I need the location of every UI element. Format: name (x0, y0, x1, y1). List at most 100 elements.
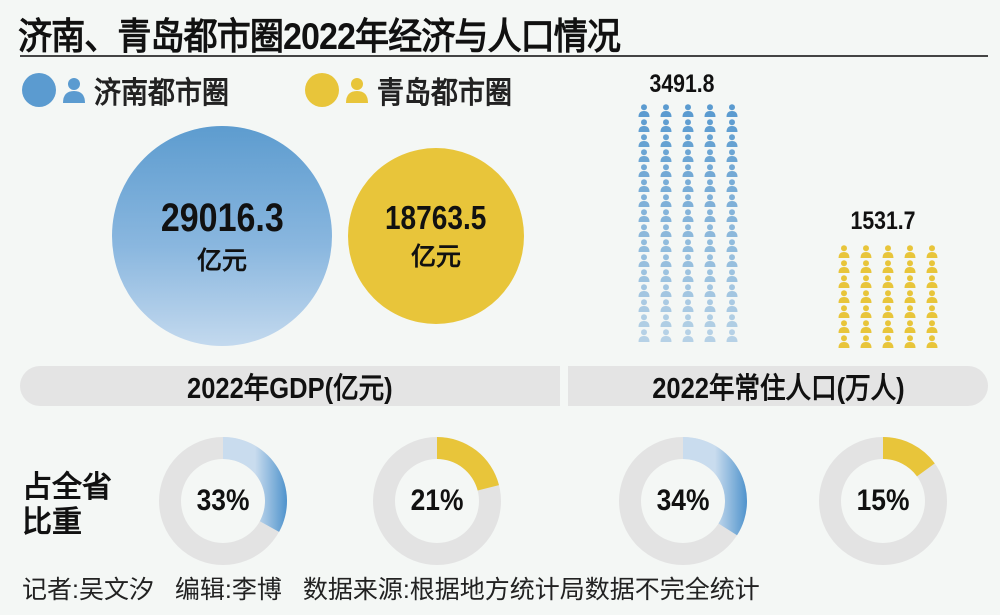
person-icon (682, 119, 694, 132)
person-icon (346, 78, 368, 103)
population-pictogram-jinan (635, 103, 745, 348)
person-icon (682, 194, 694, 207)
person-icon (860, 320, 872, 333)
person-icon (860, 290, 872, 303)
gdp-bubble-jinan: 29016.3 亿元 (112, 126, 332, 346)
gdp-unit: 亿元 (410, 243, 461, 271)
gdp-section-title: 2022年GDP(亿元) (187, 373, 393, 405)
person-icon (726, 269, 738, 282)
share-label-line2: 比重 (22, 506, 82, 539)
person-icon (638, 284, 650, 297)
person-icon (682, 299, 694, 312)
person-icon (838, 335, 850, 348)
share-label: 占全省 比重 (22, 470, 112, 540)
person-icon (682, 209, 694, 222)
population-section-label: 2022年常住人口(万人) (568, 366, 988, 406)
person-icon (682, 179, 694, 192)
person-icon (904, 305, 916, 318)
donut-percent: 33% (196, 484, 250, 517)
person-icon (726, 284, 738, 297)
person-icon (882, 305, 894, 318)
person-icon (638, 329, 650, 342)
donut-percent: 21% (410, 484, 464, 517)
person-icon (904, 320, 916, 333)
population-section-title: 2022年常住人口(万人) (651, 373, 905, 405)
person-icon (726, 224, 738, 237)
person-icon (838, 275, 850, 288)
donut-percent: 34% (656, 484, 710, 517)
person-icon (704, 134, 716, 147)
legend-dot-icon (305, 73, 339, 107)
donut-segment (437, 437, 499, 491)
person-icon (660, 119, 672, 132)
person-icon (638, 299, 650, 312)
person-icon (882, 275, 894, 288)
person-icon (682, 239, 694, 252)
person-icon (726, 239, 738, 252)
person-icon (926, 245, 938, 258)
person-icon (638, 104, 650, 117)
person-icon (860, 245, 872, 258)
person-icon (726, 104, 738, 117)
gdp-bubble-qingdao: 18763.5 亿元 (348, 148, 524, 324)
person-icon (726, 164, 738, 177)
person-icon (904, 335, 916, 348)
person-icon (682, 254, 694, 267)
person-icon (638, 149, 650, 162)
person-icon (660, 314, 672, 327)
person-icon (926, 275, 938, 288)
person-icon (838, 260, 850, 273)
person-icon (638, 239, 650, 252)
person-icon (704, 194, 716, 207)
gdp-unit: 亿元 (196, 246, 247, 275)
person-icon (904, 290, 916, 303)
person-icon (660, 284, 672, 297)
person-icon (860, 335, 872, 348)
person-icon (926, 260, 938, 273)
person-icon (660, 269, 672, 282)
person-icon (638, 254, 650, 267)
person-icon (704, 314, 716, 327)
person-icon (926, 290, 938, 303)
person-icon (638, 119, 650, 132)
person-icon (638, 194, 650, 207)
donut-gdp-jinan: 33% (158, 436, 288, 566)
person-icon (704, 239, 716, 252)
person-icon (660, 239, 672, 252)
person-icon (860, 305, 872, 318)
person-icon (660, 164, 672, 177)
person-icon (882, 290, 894, 303)
person-icon (904, 245, 916, 258)
legend-label: 青岛都市圈 (377, 77, 512, 110)
person-icon (638, 314, 650, 327)
population-pictogram-qingdao (835, 244, 945, 354)
person-icon (926, 305, 938, 318)
population-value-jinan: 3491.8 (649, 70, 715, 98)
person-icon (882, 335, 894, 348)
person-icon (660, 134, 672, 147)
person-icon (926, 335, 938, 348)
person-icon (638, 164, 650, 177)
gdp-section-label: 2022年GDP(亿元) (20, 366, 560, 406)
person-icon (726, 134, 738, 147)
person-icon (660, 329, 672, 342)
donut-gdp-qingdao: 21% (372, 436, 502, 566)
person-icon (704, 104, 716, 117)
population-value-qingdao: 1531.7 (850, 207, 916, 235)
person-icon (682, 269, 694, 282)
data-source: 数据来源:根据地方统计局数据不完全统计 (302, 576, 760, 604)
person-icon (682, 224, 694, 237)
person-icon (726, 194, 738, 207)
person-icon (660, 194, 672, 207)
credits: 记者:吴文汐 编辑:李博 数据来源:根据地方统计局数据不完全统计 (22, 570, 774, 606)
person-icon (726, 149, 738, 162)
title-divider (20, 55, 988, 57)
donut-population-jinan: 34% (618, 436, 748, 566)
gdp-value: 18763.5 (385, 199, 487, 236)
person-icon (704, 149, 716, 162)
person-icon (704, 164, 716, 177)
donut-segment (223, 437, 287, 532)
person-icon (638, 224, 650, 237)
person-icon (726, 314, 738, 327)
person-icon (704, 284, 716, 297)
